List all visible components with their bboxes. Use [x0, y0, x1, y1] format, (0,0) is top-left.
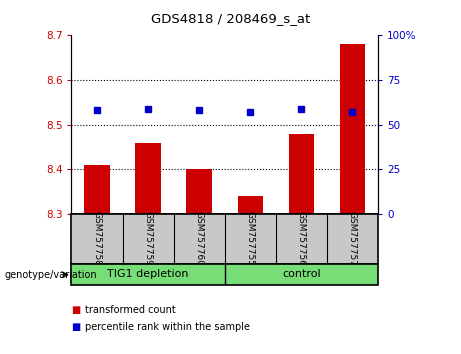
Text: GSM757756: GSM757756 [297, 211, 306, 267]
Text: control: control [282, 269, 321, 279]
Text: GSM757759: GSM757759 [143, 211, 153, 267]
Bar [84, 165, 110, 214]
Text: GSM757757: GSM757757 [348, 211, 357, 267]
Text: GSM757760: GSM757760 [195, 211, 204, 267]
Bar [237, 196, 263, 214]
Text: transformed count: transformed count [85, 305, 176, 315]
Text: ■: ■ [71, 305, 81, 315]
Bar [186, 170, 212, 214]
Bar [136, 143, 161, 214]
Text: GSM757758: GSM757758 [93, 211, 101, 267]
Text: genotype/variation: genotype/variation [5, 270, 97, 280]
Text: TIG1 depletion: TIG1 depletion [107, 269, 189, 279]
Text: GDS4818 / 208469_s_at: GDS4818 / 208469_s_at [151, 12, 310, 25]
Bar [340, 44, 365, 214]
Text: ■: ■ [71, 322, 81, 332]
Bar [289, 134, 314, 214]
Text: GSM757755: GSM757755 [246, 211, 255, 267]
Text: percentile rank within the sample: percentile rank within the sample [85, 322, 250, 332]
